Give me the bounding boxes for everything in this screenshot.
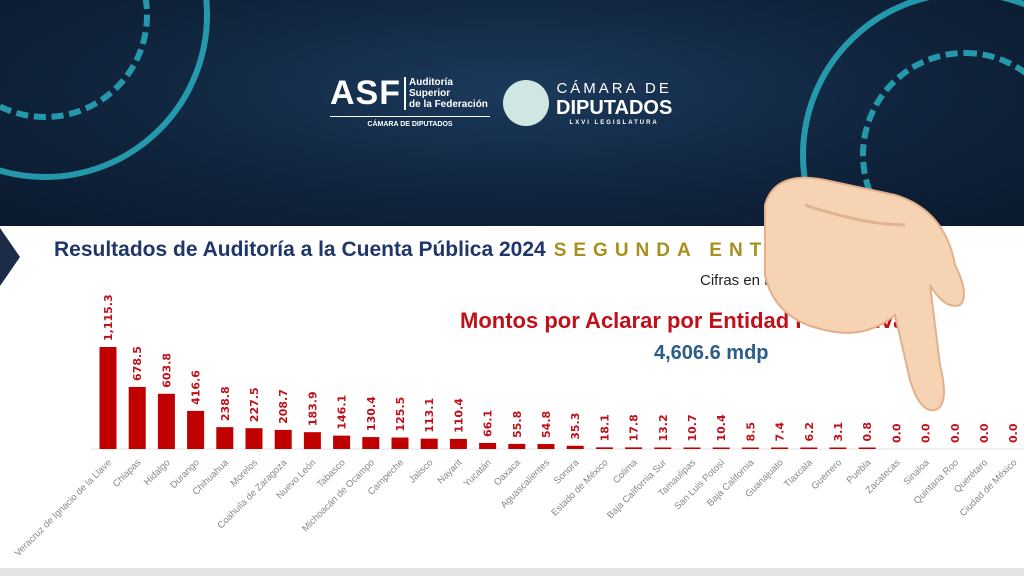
bar-chart: 1,115.3 Veracruz de Ignacio de la Llave 67… — [13, 294, 1024, 559]
bar — [654, 447, 672, 449]
page-title-text: Resultados de Auditoría a la Cuenta Públ… — [54, 238, 546, 261]
data-label: 130.4 — [365, 396, 378, 431]
bar — [303, 432, 321, 449]
data-label: 10.7 — [686, 414, 699, 441]
data-label: 3.1 — [832, 422, 845, 442]
data-label: 8.5 — [744, 422, 757, 442]
bar — [420, 438, 438, 449]
x-tick-label: Nayarit — [435, 457, 464, 486]
decorative-ring — [860, 50, 1024, 226]
data-label: 0.0 — [978, 423, 991, 443]
bar — [595, 447, 613, 449]
camara-seal-icon — [503, 80, 549, 126]
data-label: 416.6 — [190, 370, 203, 405]
data-label: 0.0 — [949, 423, 962, 443]
data-label: 55.8 — [511, 411, 524, 438]
data-label: 208.7 — [277, 389, 290, 424]
data-label: 110.4 — [452, 398, 465, 433]
data-label: 603.8 — [160, 353, 173, 388]
data-label: 10.4 — [715, 414, 728, 441]
bar — [216, 427, 234, 449]
data-label: 0.0 — [920, 423, 933, 443]
data-label: 17.8 — [628, 414, 641, 441]
x-tick-label: Chiapas — [111, 457, 144, 490]
x-tick-label: Jalisco — [407, 457, 435, 485]
data-label: 183.9 — [306, 391, 319, 426]
camara-logo-line: DIPUTADOS — [556, 97, 673, 119]
data-label: 7.4 — [774, 422, 787, 442]
data-label: 18.1 — [598, 414, 611, 441]
x-tick-label: Yucatán — [462, 457, 494, 489]
data-label: 1,115.3 — [102, 294, 115, 341]
asf-logo-name: Auditoría Superior de la Federación — [404, 77, 488, 110]
camara-logo-line: LXVI LEGISLATURA — [569, 120, 659, 126]
data-label: 678.5 — [131, 346, 144, 381]
x-tick-label: Estado de México — [549, 457, 610, 518]
bar — [362, 437, 380, 449]
bar — [99, 347, 117, 449]
x-tick-label: Veracruz de Ignacio de la Llave — [13, 457, 115, 559]
camara-logo: CÁMARA DE DIPUTADOS LXVI LEGISLATURA — [556, 80, 672, 128]
data-label: 35.3 — [569, 413, 582, 440]
bar — [800, 447, 818, 449]
asf-logo-text: ASF — [330, 74, 401, 112]
bar — [245, 428, 263, 449]
bar — [858, 447, 876, 449]
camara-logo-line: CÁMARA DE — [556, 80, 672, 97]
bar — [479, 442, 497, 449]
bar — [391, 437, 409, 449]
data-label: 13.2 — [657, 414, 670, 441]
data-label: 0.8 — [861, 422, 874, 442]
asf-logo-line: Superior — [409, 88, 451, 99]
bar — [333, 435, 351, 449]
bar — [625, 447, 643, 449]
data-label: 146.1 — [336, 395, 349, 430]
data-label: 54.8 — [540, 411, 553, 438]
data-label: 227.5 — [248, 387, 261, 422]
data-label: 113.1 — [423, 398, 436, 433]
data-label: 238.8 — [219, 386, 232, 421]
bar — [157, 393, 175, 449]
data-label: 0.0 — [890, 423, 903, 443]
bar — [771, 447, 789, 449]
bar — [128, 386, 146, 449]
bar — [187, 410, 205, 449]
x-tick-label: Guerrero — [809, 457, 844, 492]
total-amount: 4,606.6 mdp — [654, 342, 769, 364]
data-label: 6.2 — [803, 422, 816, 442]
asf-logo-line: Auditoría — [409, 77, 453, 88]
page-title: Resultados de Auditoría a la Cuenta Públ… — [54, 238, 851, 263]
data-label: 66.1 — [482, 410, 495, 437]
header-banner: ASF Auditoría Superior de la Federación CÁ… — [0, 0, 1024, 226]
section-arrow-icon — [0, 228, 20, 286]
data-label: 125.5 — [394, 397, 407, 432]
bar — [741, 447, 759, 449]
bar — [274, 429, 292, 449]
bar — [508, 443, 526, 449]
bottom-bar — [0, 568, 1024, 576]
asf-logo: ASF Auditoría Superior de la Federación CÁ… — [330, 74, 495, 129]
x-tick-label: San Luis Potosí — [672, 457, 727, 512]
bar — [537, 443, 555, 449]
bar — [829, 447, 847, 449]
pointing-hand-icon — [764, 176, 965, 412]
data-label: 0.0 — [1007, 423, 1020, 443]
bar — [683, 447, 701, 449]
asf-logo-line: de la Federación — [409, 99, 488, 110]
bar — [712, 447, 730, 449]
asf-logo-subtitle: CÁMARA DE DIPUTADOS — [330, 116, 490, 129]
bar — [449, 438, 467, 449]
bar — [566, 445, 584, 449]
